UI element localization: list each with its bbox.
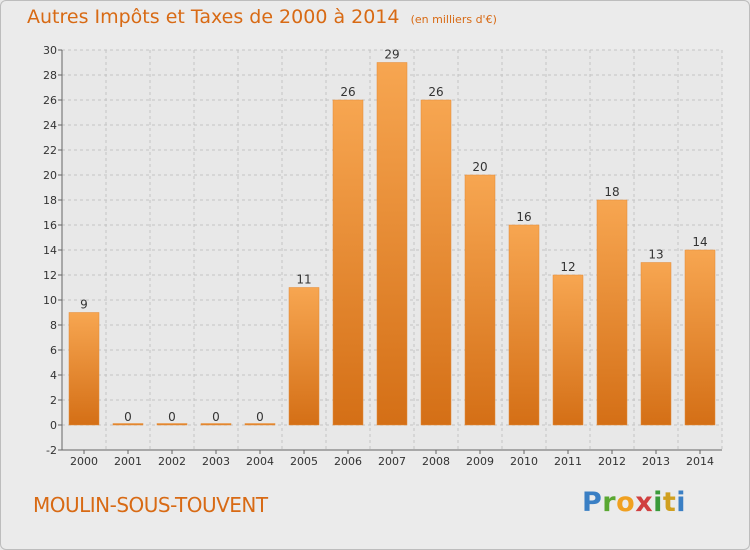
value-label-2001: 0 — [124, 410, 132, 424]
bar-2003 — [200, 423, 232, 426]
logo-letter: x — [635, 487, 654, 518]
x-tick-label-2010: 2010 — [510, 455, 538, 468]
x-tick-label-2000: 2000 — [70, 455, 98, 468]
bar-2014 — [684, 249, 716, 426]
value-label-2012: 18 — [604, 185, 619, 199]
y-tick-label: 20 — [43, 169, 57, 182]
bar-2000 — [68, 312, 100, 426]
bar-2009 — [464, 174, 496, 426]
y-tick-label: 0 — [50, 419, 57, 432]
bar-2008 — [420, 99, 452, 426]
y-tick-label: 10 — [43, 294, 57, 307]
x-tick-label-2013: 2013 — [642, 455, 670, 468]
x-tick-label-2004: 2004 — [246, 455, 274, 468]
y-tick-label: 6 — [50, 344, 57, 357]
y-tick-label: 30 — [43, 44, 57, 57]
commune-name: MOULIN-SOUS-TOUVENT — [33, 493, 268, 517]
bar-2006 — [332, 99, 364, 426]
y-tick-label: 24 — [43, 119, 57, 132]
value-label-2003: 0 — [212, 410, 220, 424]
bar-2007 — [376, 62, 408, 426]
value-label-2013: 13 — [648, 248, 663, 262]
bar-2002 — [156, 423, 188, 426]
x-tick-label-2009: 2009 — [466, 455, 494, 468]
y-tick-label: 18 — [43, 194, 57, 207]
logo-letter: i — [653, 487, 663, 518]
logo-letter: r — [602, 487, 617, 518]
value-label-2000: 9 — [80, 298, 88, 312]
y-tick-label: 4 — [50, 369, 57, 382]
bar-2001 — [112, 423, 144, 426]
x-tick-label-2005: 2005 — [290, 455, 318, 468]
logo-letter: i — [676, 487, 687, 518]
bar-2011 — [552, 274, 584, 426]
x-tick-label-2008: 2008 — [422, 455, 450, 468]
chart-title: Autres Impôts et Taxes de 2000 à 2014 — [27, 6, 400, 28]
y-tick-label: 22 — [43, 144, 57, 157]
x-tick-label-2006: 2006 — [334, 455, 362, 468]
value-label-2007: 29 — [384, 48, 399, 62]
logo-letter: t — [662, 487, 677, 518]
x-tick-label-2002: 2002 — [158, 455, 186, 468]
x-tick-label-2014: 2014 — [686, 455, 714, 468]
value-label-2004: 0 — [256, 410, 264, 424]
y-tick-label: 12 — [43, 269, 57, 282]
title-row: Autres Impôts et Taxes de 2000 à 2014 (e… — [27, 6, 497, 28]
x-tick-label-2007: 2007 — [378, 455, 406, 468]
value-label-2002: 0 — [168, 410, 176, 424]
bar-2005 — [288, 287, 320, 426]
bar-2010 — [508, 224, 540, 426]
logo-letter: P — [582, 487, 603, 518]
y-tick-label: 8 — [50, 319, 57, 332]
bar-2004 — [244, 423, 276, 426]
y-tick-label: 26 — [43, 94, 57, 107]
chart-subtitle: (en milliers d'€) — [410, 13, 497, 26]
x-tick-label-2001: 2001 — [114, 455, 142, 468]
value-label-2006: 26 — [340, 85, 355, 99]
x-tick-label-2012: 2012 — [598, 455, 626, 468]
y-tick-label: 16 — [43, 219, 57, 232]
y-tick-label: 14 — [43, 244, 57, 257]
labels: 9 0 0 0 0 11 26 29 26 20 16 12 18 13 14 — [80, 48, 707, 425]
value-label-2009: 20 — [472, 160, 487, 174]
bar-2012 — [596, 199, 628, 426]
y-tick-label: -2 — [46, 444, 57, 457]
logo-letter: o — [616, 487, 636, 518]
bar-2013 — [640, 262, 672, 426]
y-tick-label: 28 — [43, 69, 57, 82]
value-label-2010: 16 — [516, 210, 531, 224]
bars — [68, 62, 716, 426]
value-label-2005: 11 — [296, 273, 311, 287]
value-label-2008: 26 — [428, 85, 443, 99]
x-tick-label-2003: 2003 — [202, 455, 230, 468]
x-tick-label-2011: 2011 — [554, 455, 582, 468]
proxiti-logo: Proxiti — [582, 487, 686, 518]
value-label-2014: 14 — [692, 235, 707, 249]
y-tick-label: 2 — [50, 394, 57, 407]
value-label-2011: 12 — [560, 260, 575, 274]
